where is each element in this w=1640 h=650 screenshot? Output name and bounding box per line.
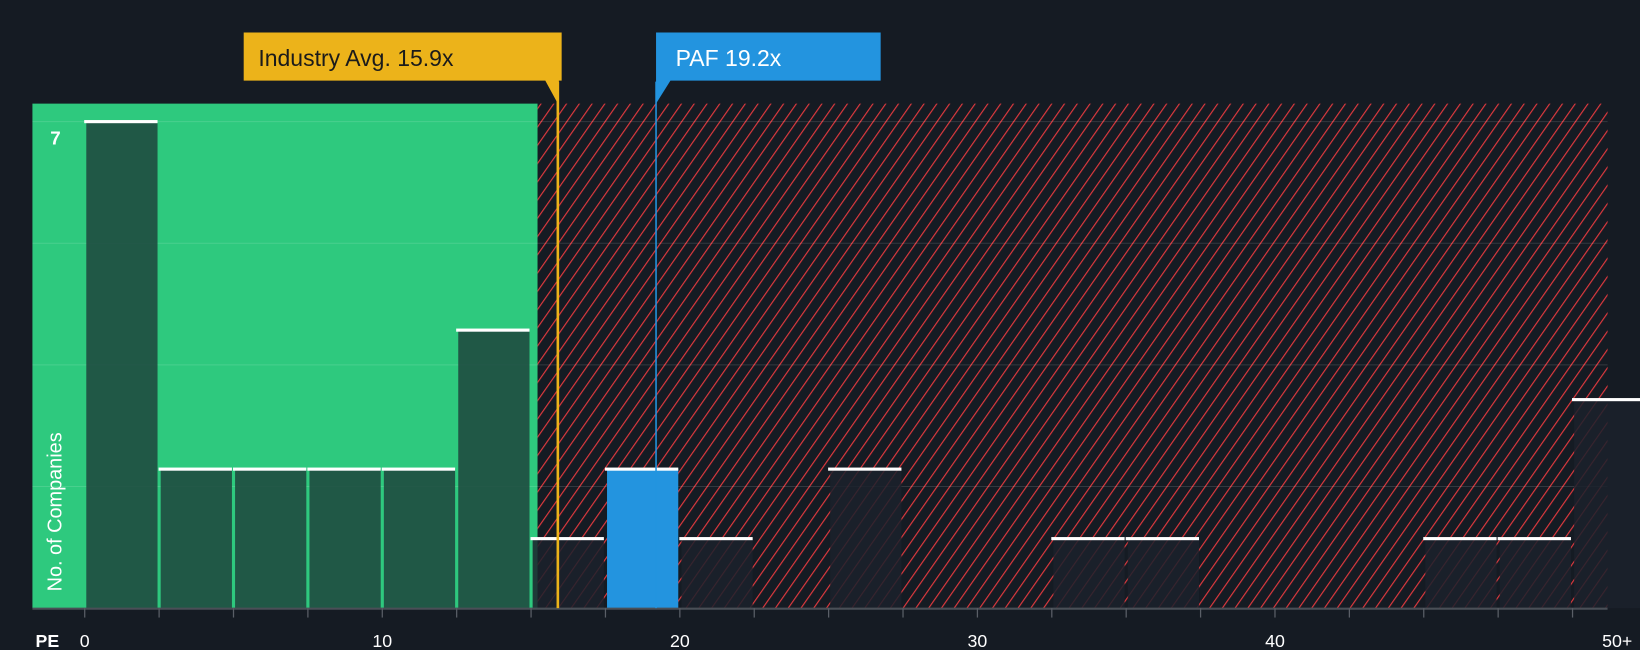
bar-top-marker <box>1497 537 1571 541</box>
histogram-bar <box>383 469 456 609</box>
bar-top-marker <box>1125 537 1200 541</box>
bar-top-marker <box>307 467 381 471</box>
company-pe-callout <box>656 32 881 104</box>
bar-top-marker <box>1572 398 1640 402</box>
bar-top-marker <box>1051 537 1125 541</box>
bar-top-marker <box>456 328 530 332</box>
histogram-bar <box>830 469 902 609</box>
histogram-bar <box>160 469 232 609</box>
bar-top-marker <box>679 537 753 541</box>
x-tick-label: 40 <box>1265 631 1285 650</box>
histogram-bar <box>1127 538 1200 609</box>
above-average-zone <box>537 103 1608 609</box>
x-tick-label: 10 <box>372 631 392 650</box>
bar-top-marker <box>158 467 232 471</box>
industry-average-label: Industry Avg. 15.9x <box>258 45 454 71</box>
histogram-bar <box>1053 538 1125 609</box>
histogram-bar <box>1425 538 1497 609</box>
histogram-bar <box>1499 538 1571 609</box>
histogram-bar <box>681 538 753 609</box>
bar-top-marker <box>84 120 158 124</box>
histogram-bar <box>86 121 158 609</box>
bar-top-marker <box>232 467 307 471</box>
x-tick-label: 50+ <box>1602 631 1632 650</box>
bar-top-marker <box>381 467 456 471</box>
company-pe-label: PAF 19.2x <box>676 45 782 71</box>
y-tick-label: 7 <box>50 127 60 148</box>
industry-average-callout <box>243 32 562 104</box>
histogram-bar <box>235 469 307 609</box>
y-axis-label: No. of Companies <box>45 432 67 591</box>
bar-top-marker <box>530 537 604 541</box>
histogram-bar <box>532 538 604 609</box>
x-tick-label: 20 <box>670 631 690 650</box>
histogram-bar <box>607 469 679 609</box>
x-tick-label: 30 <box>968 631 988 650</box>
bar-top-marker <box>604 467 679 471</box>
histogram-bar <box>309 469 381 609</box>
x-tick-label: 0 <box>80 631 90 650</box>
histogram-bar <box>458 330 530 609</box>
x-axis-label: PE <box>36 631 60 650</box>
histogram-bar <box>1574 399 1640 609</box>
bar-top-marker <box>828 467 902 471</box>
bar-top-marker <box>1423 537 1497 541</box>
